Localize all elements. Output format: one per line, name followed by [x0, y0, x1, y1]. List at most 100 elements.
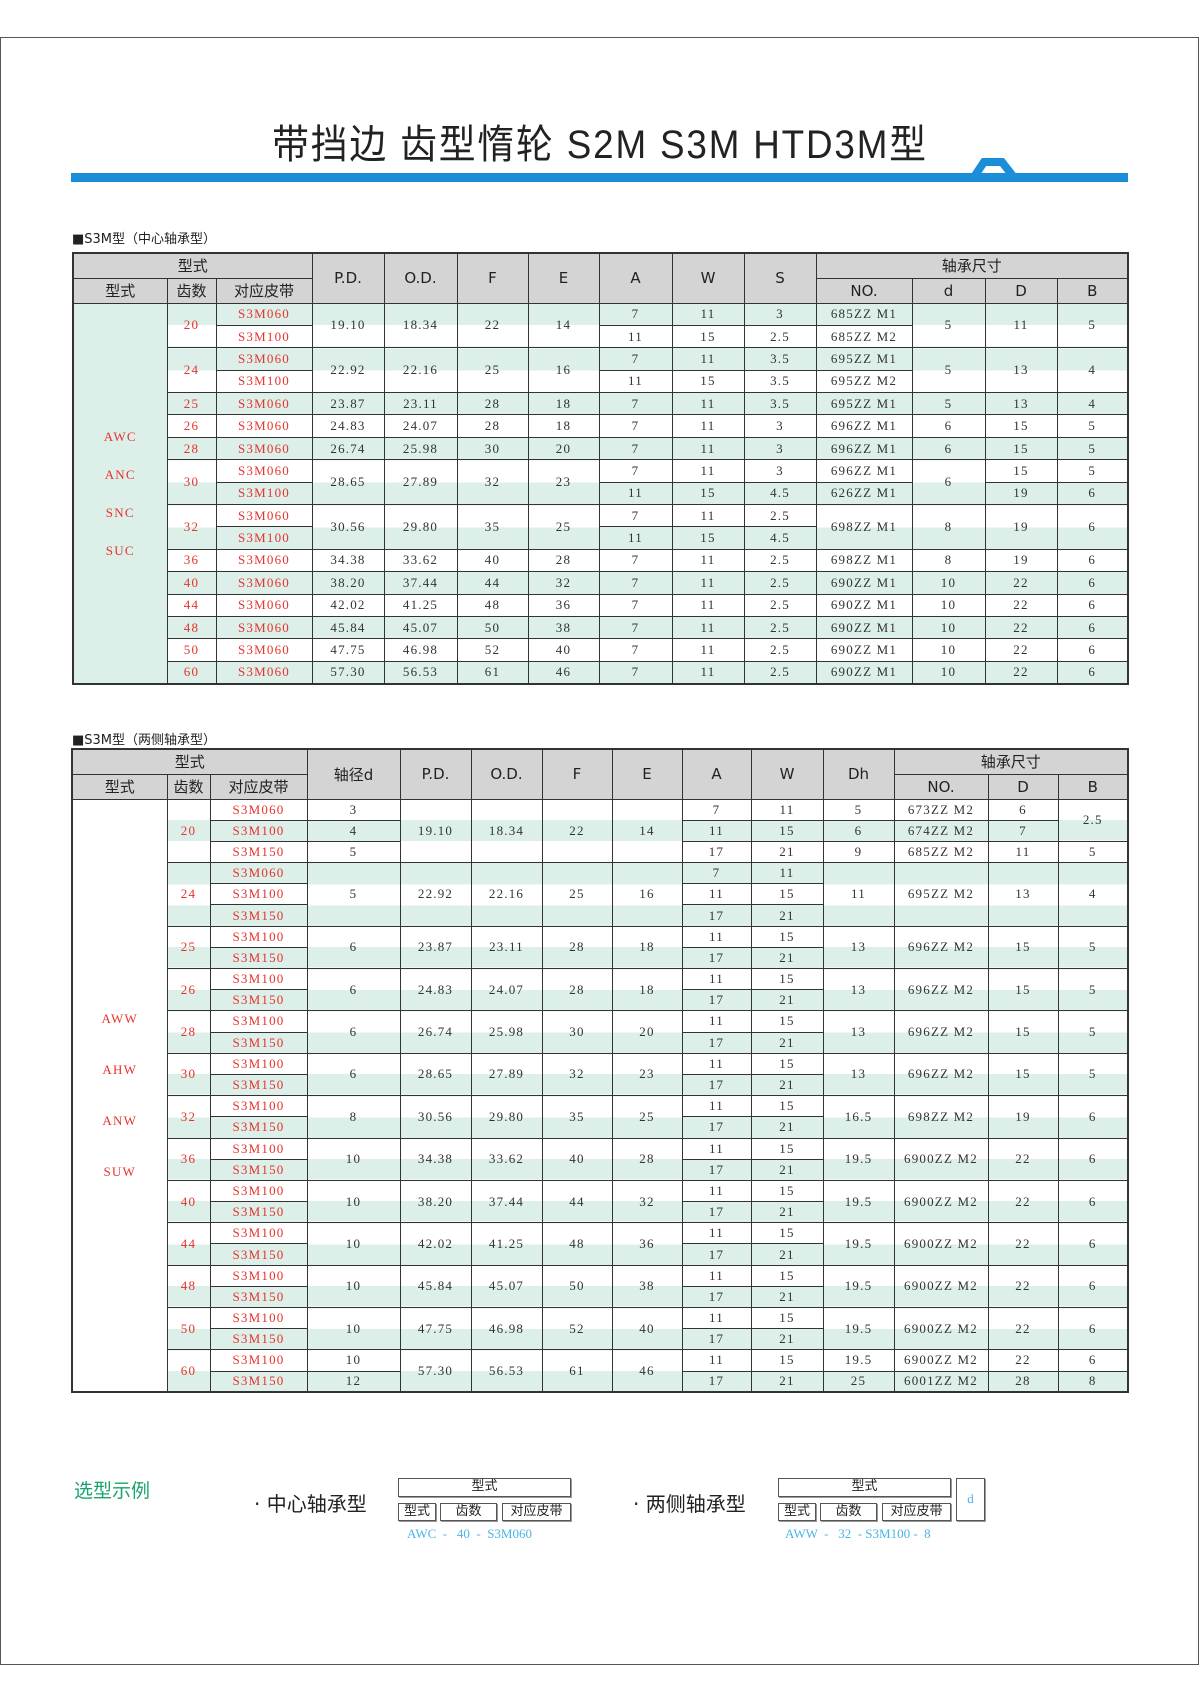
shaft-d-cell: 10: [306, 1264, 401, 1309]
e-cell: 18: [527, 392, 600, 416]
center-bearing-table: 型式 P.D. O.D. F E A W S 轴承尺寸 型式 齿数 对应皮带 N…: [72, 252, 1129, 685]
shaft-d-cell: 6: [306, 967, 401, 1012]
e-cell: 18: [527, 414, 600, 438]
s-cell: 3: [743, 414, 817, 438]
bearing-B-cell: 5: [1056, 302, 1129, 349]
table-row: 36 S3M060 34.38 33.62 40 28 7 11 2.5 698ZZ M1 8 19 6: [73, 548, 1129, 573]
bearing-B-cell: 5: [1057, 925, 1129, 970]
example-model-group-box: 型式: [778, 1478, 951, 1497]
bearing-D-cell: 15: [984, 414, 1058, 438]
bearing-no-cell: 696ZZ M1: [815, 436, 913, 461]
f-cell: 22: [456, 302, 529, 349]
f-cell: 50: [541, 1264, 613, 1309]
table-row: 40 S3M100 10 38.20 37.44 44 32 11 15 19.5 6900ZZ M…: [72, 1179, 1129, 1224]
a-cell: 7: [598, 504, 673, 528]
od-cell: 56.53: [383, 660, 458, 685]
header-B: B: [1056, 277, 1129, 304]
model-type-code: ANW: [102, 1113, 138, 1129]
dh-cell: 13: [822, 967, 895, 1012]
bearing-no-cell: 690ZZ M1: [815, 615, 913, 640]
bearing-d-cell: 8: [911, 504, 986, 550]
f-cell: 52: [541, 1306, 613, 1351]
e-cell: 16: [527, 347, 600, 394]
w-cell: 11: [671, 615, 745, 640]
od-cell: 23.11: [383, 392, 458, 416]
s-cell: 2.5: [743, 548, 817, 573]
header-bearing-size: 轴承尺寸: [815, 252, 1129, 279]
table-row: 50 S3M060 47.75 46.98 52 40 7 11 2.5 690ZZ M1 10 22…: [73, 638, 1129, 662]
bearing-no-cell: 6900ZZ M2: [893, 1349, 989, 1372]
s-cell: 3: [743, 302, 817, 326]
table-row: 60 S3M100 10 57.30 56.53 61 46 11 15 19.5 6900ZZ M…: [72, 1349, 1129, 1393]
table2-label: ■S3M型（两侧轴承型）: [72, 733, 217, 748]
teeth-cell: 32: [166, 504, 217, 550]
a-cell: 11: [681, 1137, 752, 1160]
table-row: S3M150 17 21: [72, 989, 1128, 1012]
model-type-code: SUW: [103, 1164, 136, 1180]
bearing-B-cell: 6: [1057, 1095, 1129, 1139]
a-cell: 11: [681, 1222, 752, 1245]
w-cell: 21: [750, 840, 824, 864]
belt-cell: S3M100: [215, 369, 313, 394]
header-e: E: [527, 252, 600, 304]
bearing-D-cell: 22: [984, 593, 1058, 617]
table-row: S3M150 17 21: [72, 1158, 1128, 1181]
header-od: O.D.: [383, 252, 458, 304]
f-cell: 32: [456, 459, 529, 506]
bearing-B-cell: 5: [1057, 1010, 1129, 1054]
a-cell: 17: [681, 1031, 752, 1054]
bearing-D-cell: 22: [984, 571, 1058, 595]
teeth-cell: 60: [166, 1349, 211, 1393]
table-row: 24 S3M060 5 22.92 22.16 25 16 7 11 11 695ZZ M2 13 4: [72, 862, 1129, 927]
bearing-B-cell: 6: [1056, 571, 1129, 595]
header-belt: 对应皮带: [209, 773, 308, 800]
w-cell: 15: [750, 1010, 824, 1033]
table-row: S3M100 11 15 2.5 685ZZ M2: [73, 324, 1128, 349]
bearing-B-cell: 5: [1057, 840, 1129, 864]
belt-cell: S3M150: [209, 1116, 308, 1139]
belt-cell: S3M150: [209, 1158, 308, 1181]
f-cell: 35: [456, 504, 529, 550]
e-cell: 20: [527, 436, 600, 461]
a-cell: 11: [681, 1010, 752, 1033]
table-row: S3M150 17 21: [72, 1031, 1128, 1054]
w-cell: 21: [750, 1328, 824, 1351]
od-cell: 41.25: [383, 593, 458, 617]
a-cell: 11: [598, 481, 673, 506]
a-cell: 7: [598, 436, 673, 461]
pd-cell: 34.38: [399, 1137, 472, 1181]
s-cell: 3.5: [743, 369, 817, 394]
belt-cell: S3M150: [209, 1073, 308, 1097]
teeth-cell: 32: [166, 1095, 211, 1139]
f-cell: 44: [541, 1179, 613, 1224]
bearing-B-cell: 6: [1057, 1179, 1129, 1224]
shaft-d-cell: 10: [306, 1179, 401, 1224]
header-teeth: 齿数: [166, 773, 211, 800]
a-cell: 7: [598, 615, 673, 640]
a-cell: 17: [681, 1285, 752, 1309]
dh-cell: 13: [822, 1052, 895, 1097]
pd-cell: 38.20: [311, 571, 385, 595]
bearing-B-cell: 5: [1057, 967, 1129, 1012]
table-row: S3M100 11 15 4.5 626ZZ M1 19 6: [73, 481, 1129, 506]
bearing-D-cell: 19: [984, 548, 1058, 573]
table-row: 28 S3M100 6 26.74 25.98 30 20 11 15 13 696ZZ M2 15 5: [72, 1010, 1129, 1054]
bearing-d-cell: 6: [911, 436, 986, 461]
s-cell: 2.5: [743, 324, 817, 349]
bearing-no-cell: 6001ZZ M2: [893, 1370, 989, 1393]
teeth-cell: 25: [166, 925, 211, 970]
a-cell: 11: [681, 1264, 752, 1287]
belt-cell: S3M060: [215, 660, 313, 685]
w-cell: 21: [750, 1243, 824, 1266]
belt-cell: S3M150: [209, 1285, 308, 1309]
w-cell: 15: [750, 1179, 824, 1203]
a-cell: 11: [598, 324, 673, 349]
a-cell: 17: [681, 904, 752, 927]
e-cell: 23: [527, 459, 600, 506]
pd-cell: 45.84: [399, 1264, 472, 1309]
w-cell: 15: [750, 1264, 824, 1287]
bearing-B-cell: 4: [1056, 347, 1129, 394]
od-cell: 41.25: [470, 1222, 543, 1266]
bearing-D-cell: 15: [984, 459, 1058, 483]
bearing-d-cell: 5: [911, 347, 986, 394]
